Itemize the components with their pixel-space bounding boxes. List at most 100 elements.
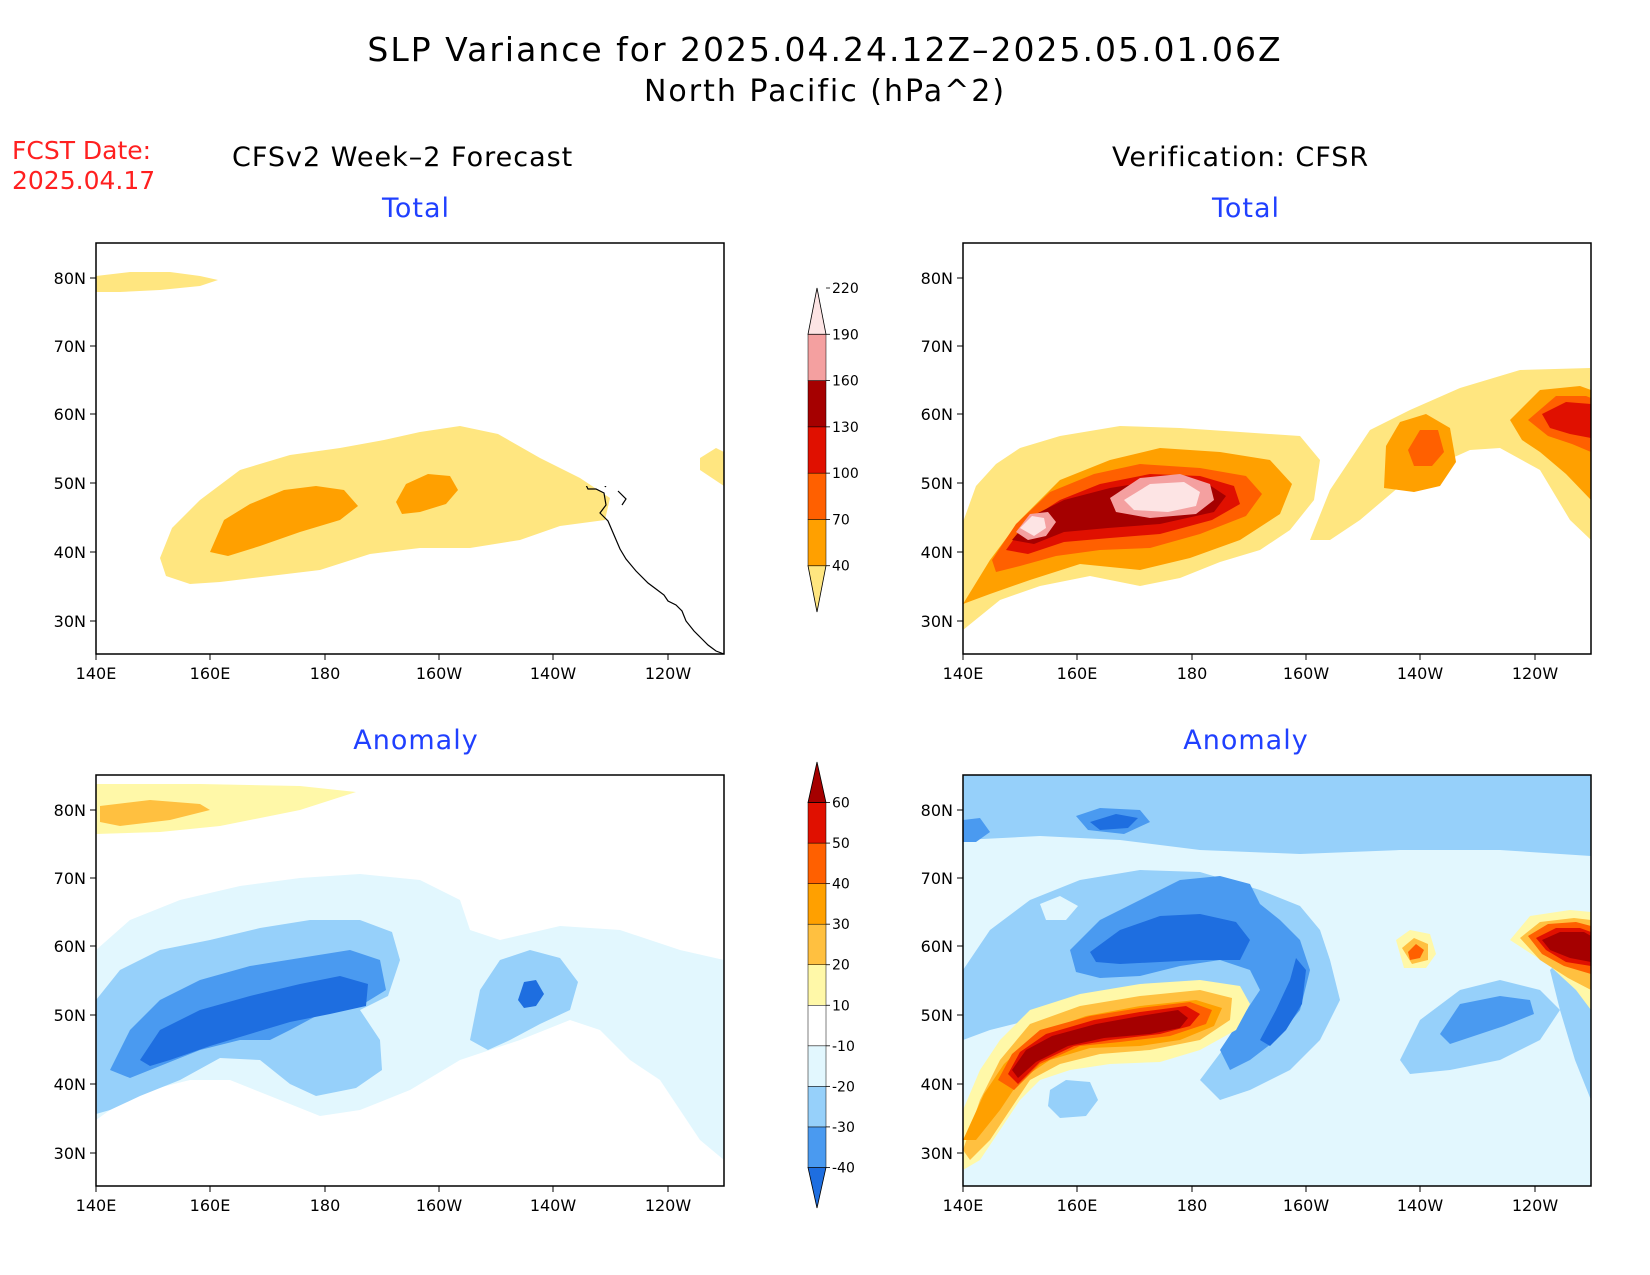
lon-tick-label: 160W <box>416 664 463 683</box>
field-verification-anomaly-neg30 <box>963 818 990 842</box>
field-verification-total-220 <box>1020 516 1046 536</box>
lat-tick-label: 70N <box>54 869 86 888</box>
lat-tick-label: 30N <box>54 612 86 631</box>
colorbar-swatch <box>807 883 827 925</box>
field-verification-anomaly-pos60 <box>1012 1010 1188 1078</box>
field-forecast-anomaly-pos10 <box>96 784 356 834</box>
colorbar-swatch <box>807 964 827 1006</box>
colorbar-tick-label: 70 <box>832 512 850 528</box>
lon-tick-label: 120W <box>645 664 692 683</box>
field-verification-total-220 <box>1124 482 1200 512</box>
lon-tick-label: 160W <box>416 1196 463 1215</box>
lon-tick-label: 160E <box>1057 664 1098 683</box>
colorbar-swatch <box>807 287 827 335</box>
field-forecast-total-40 <box>160 426 610 584</box>
lat-tick-label: 70N <box>921 337 953 356</box>
colorbar-swatch <box>807 1005 827 1047</box>
colorbar-tick-label: 40 <box>832 559 850 575</box>
colorbar-tick-label: 100 <box>832 466 859 482</box>
field-forecast-total-40 <box>96 272 218 292</box>
lat-tick-label: 60N <box>54 937 86 956</box>
lat-tick-label: 40N <box>921 543 953 562</box>
axes-layer: 140E 160E 180 160W 140W 120W 80N 70N 60N 50N 40N 30… <box>54 269 1559 1215</box>
colorbar-swatch <box>807 1086 827 1128</box>
colorbar-tick-label: 190 <box>832 327 859 343</box>
fcst-date-label: FCST Date: <box>12 136 152 165</box>
map-verification-total <box>962 242 1592 655</box>
panel-title-verification-total: Total <box>1211 193 1281 224</box>
fcst-date-value: 2025.04.17 <box>12 166 156 195</box>
lat-tick-label: 80N <box>54 801 86 820</box>
lon-tick-label: 180 <box>310 664 341 683</box>
lon-tick-label: 140E <box>76 664 117 683</box>
frame-forecast-anomaly <box>95 774 725 1187</box>
colorbar-anomaly: -40 -30 -20 -10 10 20 30 40 50 60 <box>807 761 855 1209</box>
lat-tick-label: 60N <box>921 937 953 956</box>
field-verification-anomaly-neg40 <box>1260 958 1306 1046</box>
frame-verification-anomaly <box>962 774 1592 1187</box>
lon-tick-label: 140W <box>1397 1196 1444 1215</box>
colorbar-tick-label: 130 <box>832 420 859 436</box>
colorbar-tick-label: 30 <box>832 917 850 933</box>
fcst-date: FCST Date: 2025.04.17 <box>12 136 155 196</box>
lat-tick-label: 60N <box>54 405 86 424</box>
colorbar-tick-label: 60 <box>832 796 850 812</box>
field-forecast-anomaly-neg40 <box>140 976 368 1066</box>
field-verification-anomaly-neg30 <box>1440 996 1534 1044</box>
lon-tick-label: 120W <box>645 1196 692 1215</box>
lat-tick-label: 30N <box>54 1144 86 1163</box>
lon-tick-label: 140E <box>943 664 984 683</box>
lon-tick-label: 140W <box>1397 664 1444 683</box>
field-verification-total-130 <box>1542 402 1591 438</box>
field-verification-anomaly-neg20 <box>1048 1080 1098 1118</box>
colorbar-swatch <box>807 565 827 613</box>
field-verification-anomaly-neg30 <box>1070 876 1310 1070</box>
colorbar-swatch <box>807 334 827 381</box>
colorbar-swatch <box>807 761 827 803</box>
field-verification-anomaly-pos60 <box>1542 932 1591 962</box>
field-verification-anomaly-neg40 <box>1090 814 1138 830</box>
colorbar-swatch <box>807 1045 827 1087</box>
lon-tick-label: 120W <box>1512 664 1559 683</box>
panel-title-forecast-total: Total <box>381 193 451 224</box>
lat-tick-label: 80N <box>921 801 953 820</box>
main-subtitle: North Pacific (hPa^2) <box>643 74 1007 109</box>
field-forecast-total-70 <box>396 474 458 514</box>
lat-tick-label: 60N <box>921 405 953 424</box>
colorbar-swatch <box>807 426 827 474</box>
lon-tick-label: 120W <box>1512 1196 1559 1215</box>
field-forecast-anomaly-pos20 <box>100 800 210 826</box>
field-verification-anomaly-pos60 <box>1408 944 1424 960</box>
lon-tick-label: 140W <box>530 664 577 683</box>
colorbar-swatch <box>807 802 827 844</box>
main-title: SLP Variance for 2025.04.24.12Z–2025.05.… <box>367 30 1283 69</box>
colorbar-swatch <box>807 472 827 520</box>
lat-tick-label: 40N <box>54 1075 86 1094</box>
lat-tick-label: 80N <box>54 269 86 288</box>
colorbar-tick-label: 50 <box>832 836 850 852</box>
map-forecast-anomaly <box>95 774 725 1187</box>
lon-tick-label: 180 <box>1177 1196 1208 1215</box>
lat-tick-label: 50N <box>921 1006 953 1025</box>
lon-tick-label: 140W <box>530 1196 577 1215</box>
lon-tick-label: 160W <box>1283 664 1330 683</box>
lon-tick-label: 140E <box>76 1196 117 1215</box>
lat-tick-label: 70N <box>54 337 86 356</box>
colorbar-swatch <box>807 923 827 965</box>
lat-tick-label: 50N <box>921 474 953 493</box>
panel-title-forecast-anomaly: Anomaly <box>353 725 479 756</box>
lat-tick-label: 50N <box>54 474 86 493</box>
lon-tick-label: 160W <box>1283 1196 1330 1215</box>
field-forecast-total-40 <box>700 448 724 486</box>
lat-tick-label: 70N <box>921 869 953 888</box>
colorbar-swatch <box>807 380 827 428</box>
colorbar-tick-label: -30 <box>832 1120 855 1136</box>
lon-tick-label: 160E <box>1057 1196 1098 1215</box>
colorbar-swatch <box>807 1167 827 1209</box>
lat-tick-label: 50N <box>54 1006 86 1025</box>
colorbar-tick-label: 40 <box>832 877 850 893</box>
lat-tick-label: 30N <box>921 612 953 631</box>
colorbar-tick-label: -10 <box>832 1039 855 1055</box>
lon-tick-label: 140E <box>943 1196 984 1215</box>
